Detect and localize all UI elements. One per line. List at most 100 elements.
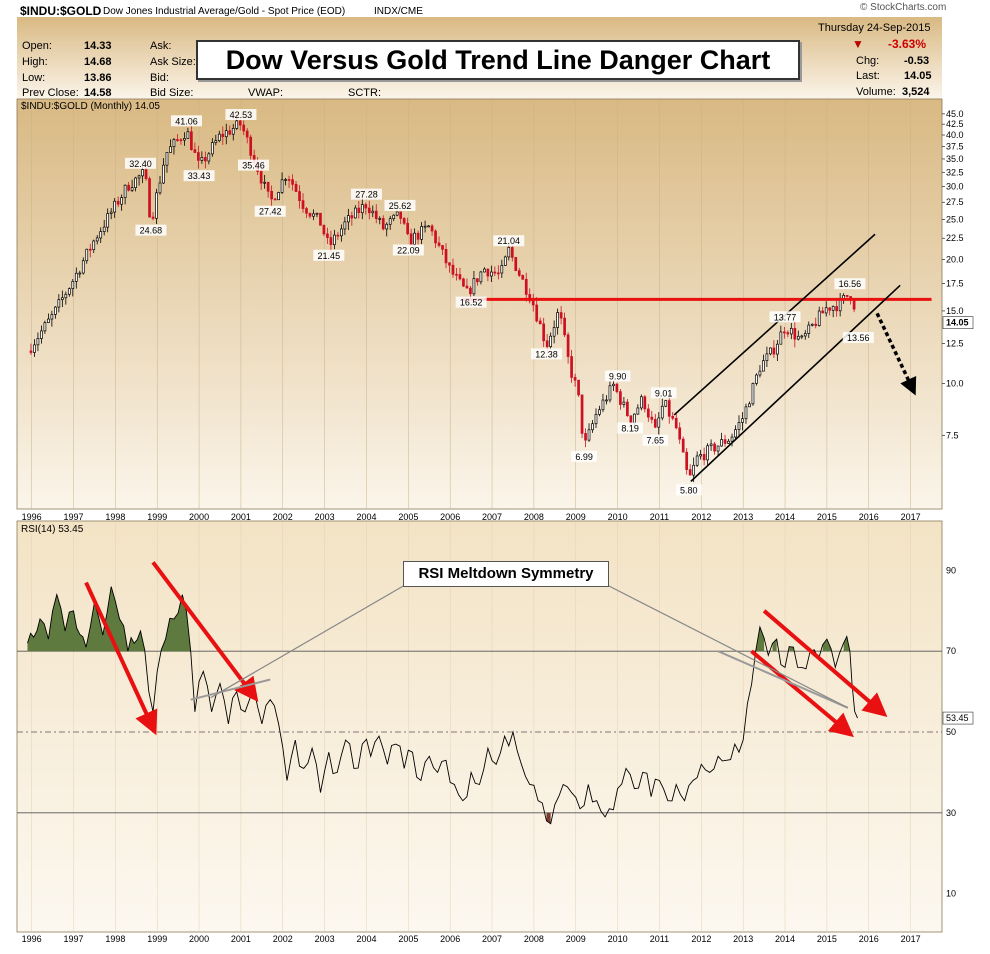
price-annotation-label: 9.01 [655,388,673,398]
price-candle-body [688,469,692,476]
rsi-red-arrow-1 [84,581,158,736]
price-candle-body [33,344,36,353]
rsi-oversold-fill [546,812,551,824]
rsi-x-tick-label: 2008 [524,934,544,944]
exchange-label: INDX/CME [374,6,423,17]
price-candle-body [538,320,542,325]
price-candle-body [779,331,783,345]
price-candle-body [706,445,709,461]
price-candle-body [441,245,444,250]
price-candle-body [545,340,549,347]
price-candle-body [221,133,225,138]
price-annotation-label: 22.09 [397,246,420,256]
price-candle-body [664,400,668,407]
price-candle-body [772,347,776,355]
price-annotation-bg [124,157,156,169]
open-value: 14.33 [84,40,112,52]
price-candle-body [312,213,315,217]
price-annotation-bg [604,370,631,382]
price-candle-body [479,271,483,283]
price-candle-body [563,317,566,336]
price-candle-body [810,323,814,326]
price-y-tick-label: 30.0 [946,182,964,192]
price-candle-body [496,272,500,275]
price-candle-body [350,215,354,219]
price-candle-body [60,297,64,300]
price-candle-body [85,248,89,262]
price-candle-body [521,275,525,280]
price-candle-body [723,439,727,444]
low-label: Low: [22,72,46,84]
price-annotation-bg [384,199,416,211]
price-annotation-label: 13.56 [847,333,870,343]
price-candle-body [287,179,291,181]
low-value: 13.86 [84,72,112,84]
rsi-x-tick-label: 1998 [105,934,125,944]
prev-close-label: Prev Close: [22,87,79,99]
price-annotation-label: 16.52 [460,298,483,308]
price-candle-body [371,210,375,214]
price-candle-body [713,443,716,452]
channel-line-1 [673,233,876,416]
change-pct: -3.63% [888,37,927,51]
price-candle-body [155,192,158,219]
price-candle-body [716,445,720,452]
price-annotation-bg [571,450,597,462]
price-candle-body [277,192,280,201]
price-candle-body [95,237,99,242]
price-candle-body [828,307,832,311]
price-candle-body [54,306,57,315]
price-annotation-bg [392,244,424,256]
price-annotation-bg [313,249,345,261]
price-x-tick-label: 1997 [63,512,83,522]
price-x-tick-label: 2007 [482,512,502,522]
price-candle-body [402,218,406,224]
price-x-tick-label: 2003 [315,512,335,522]
rsi-callout-label: RSI Meltdown Symmetry [403,561,609,587]
price-y-tick-label: 17.5 [946,278,964,288]
price-candle-body [650,416,654,420]
price-candle-body [524,278,528,295]
last-price-label: 14.05 [946,318,969,328]
price-candle-body [116,200,120,205]
price-candle-body [455,273,458,276]
price-x-tick-label: 2006 [440,512,460,522]
bid-label: Bid: [150,72,169,84]
price-candle-body [298,191,301,201]
price-y-tick-label: 25.0 [946,214,964,224]
price-candle-body [367,207,371,214]
price-candle-body [186,131,190,139]
price-candle-body [709,443,713,447]
price-candle-body [319,212,322,226]
price-annotation-label: 8.19 [621,423,639,433]
rsi-red-arrow-4 [762,609,888,718]
price-candle-body [619,391,622,405]
price-annotation-label: 27.42 [259,207,282,217]
price-candle-body [608,385,612,401]
price-candle-body [137,175,141,179]
price-candle-body [270,190,273,200]
price-candle-body [280,179,284,193]
price-annotation-bg [650,387,677,399]
price-annotation-label: 27.28 [355,190,378,200]
rsi-x-tick-label: 1996 [22,934,42,944]
price-candle-body [81,260,85,274]
price-candle-body [353,207,357,219]
price-candle-body [803,333,807,337]
price-annotation-label: 41.06 [175,116,198,126]
price-x-tick-label: 2000 [189,512,209,522]
price-candle-body [364,204,368,209]
price-candle-body [326,233,329,238]
volume-label: Volume: [856,86,896,98]
price-candle-body [50,314,54,320]
price-candle-body [758,370,762,376]
price-candle-body [92,240,96,251]
price-candle-body [584,433,587,441]
rsi-gray-trendline-1 [190,678,271,701]
price-candle-body [699,454,702,457]
price-candle-body [242,124,246,132]
price-candle-body [423,225,427,228]
price-annotation-label: 32.40 [129,159,152,169]
